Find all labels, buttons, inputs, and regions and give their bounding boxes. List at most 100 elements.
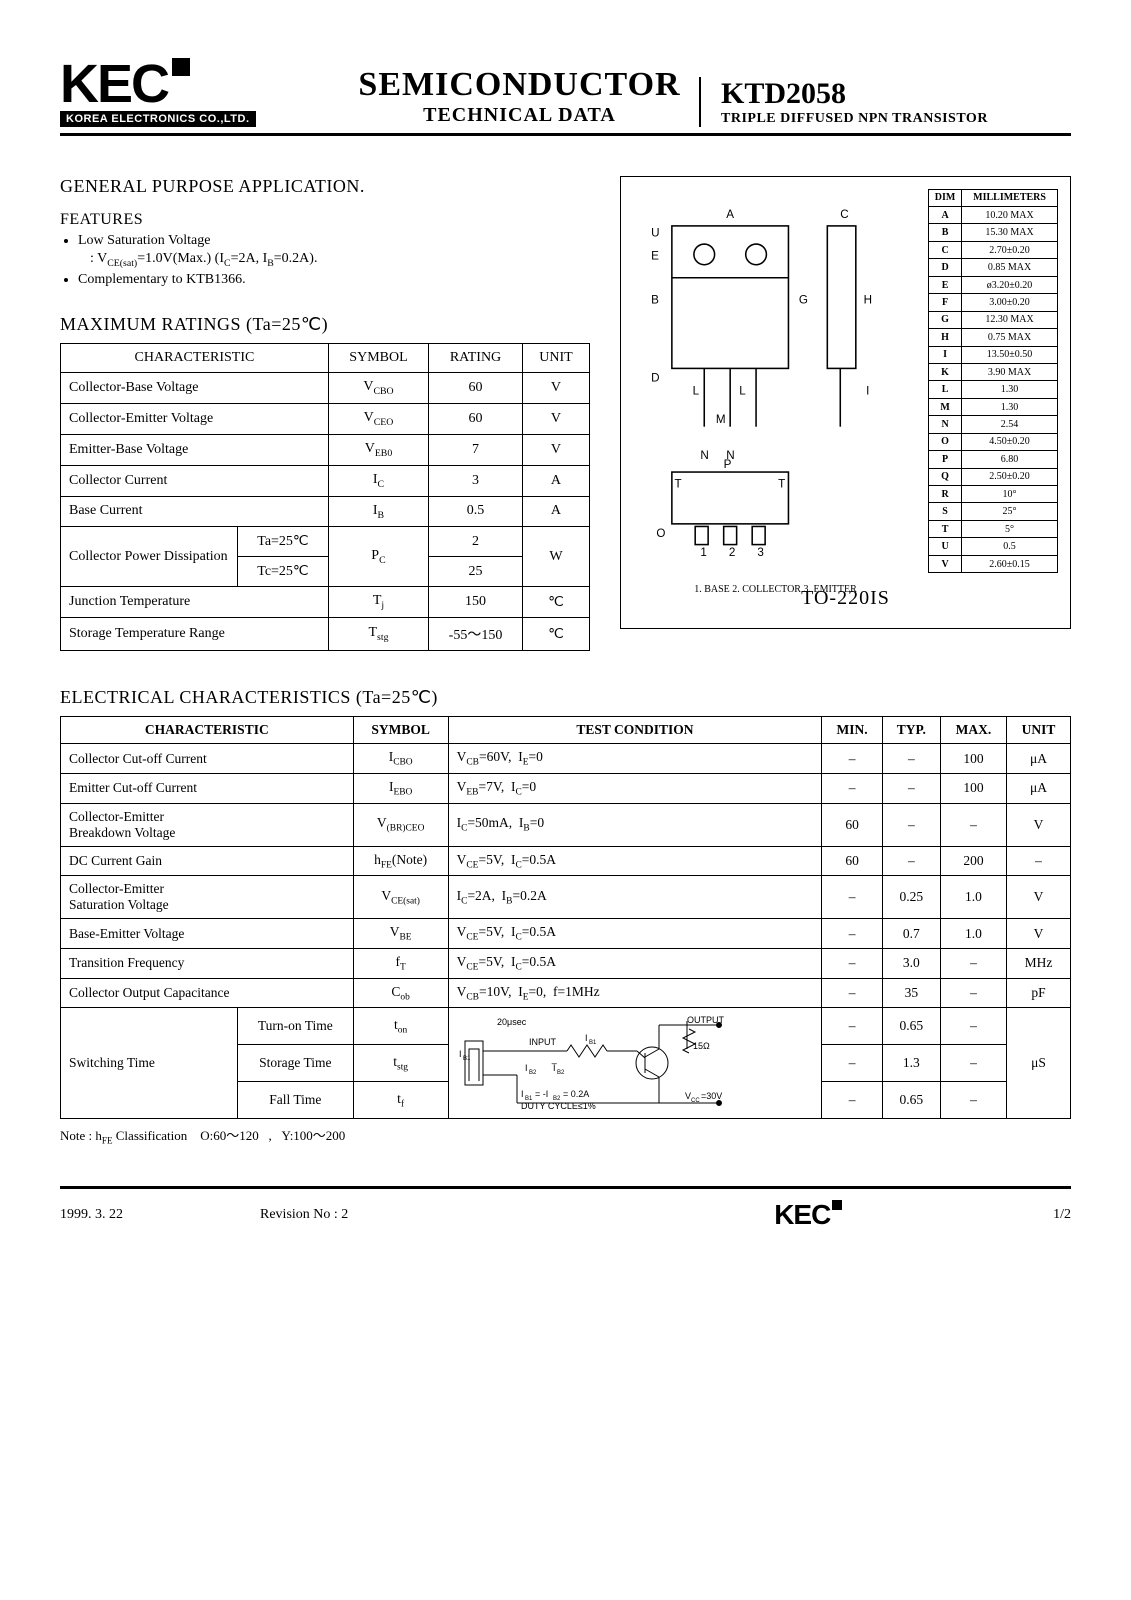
dim-row: N2.54: [929, 416, 1058, 433]
svg-text:I: I: [525, 1063, 528, 1073]
cell-rating: -55～150: [429, 618, 523, 651]
cell-char: Collector Output Capacitance: [61, 978, 354, 1008]
cell-typ: –: [882, 744, 940, 774]
table-head-row: CHARACTERISTIC SYMBOL TEST CONDITION MIN…: [61, 717, 1071, 744]
cell-unit: V: [1007, 876, 1071, 919]
svg-text:2: 2: [729, 546, 735, 559]
cell-sym: Tstg: [328, 618, 428, 651]
cell-sym: PC: [328, 527, 428, 587]
dim-key: V: [929, 555, 962, 573]
cell-char: Collector Current: [61, 465, 329, 496]
dim-row: A10.20 MAX: [929, 207, 1058, 224]
cell-char: Transition Frequency: [61, 948, 354, 978]
cell-char: Base Current: [61, 496, 329, 527]
cell-min: –: [822, 1045, 883, 1082]
application-title: GENERAL PURPOSE APPLICATION.: [60, 176, 590, 197]
cell-cond: VCE=5V, IC=0.5A: [448, 846, 822, 876]
cell-char: Switching Time: [61, 1008, 238, 1119]
svg-text:H: H: [864, 293, 872, 306]
cell-unit: V: [522, 434, 589, 465]
table-row: Emitter Cut-off Current IEBO VEB=7V, IC=…: [61, 773, 1071, 803]
dim-key: I: [929, 346, 962, 363]
cell-cond: IC=50mA, IB=0: [448, 803, 822, 846]
svg-text:U: U: [651, 226, 659, 239]
col-unit: UNIT: [522, 344, 589, 373]
cell-char: Collector-EmitterBreakdown Voltage: [61, 803, 354, 846]
cell-sym: ICBO: [353, 744, 448, 774]
cell-unit: V: [1007, 919, 1071, 949]
cell-sym: IB: [328, 496, 428, 527]
company-logo: KEC: [60, 60, 340, 109]
cell-max: –: [940, 1045, 1006, 1082]
cell-cond: VCE=5V, IC=0.5A: [448, 919, 822, 949]
col-symbol: SYMBOL: [353, 717, 448, 744]
cell-char: Storage Temperature Range: [61, 618, 329, 651]
dim-row: B15.30 MAX: [929, 224, 1058, 241]
svg-text:M: M: [716, 412, 726, 425]
dim-row: U0.5: [929, 538, 1058, 555]
cell-max: –: [940, 803, 1006, 846]
table-row: Collector-EmitterSaturation Voltage VCE(…: [61, 876, 1071, 919]
cell-cond: VCB=60V, IE=0: [448, 744, 822, 774]
cell-rating: 3: [429, 465, 523, 496]
svg-text:G: G: [799, 293, 808, 306]
col-characteristic: CHARACTERISTIC: [61, 717, 354, 744]
cell-sub-char: Turn-on Time: [238, 1008, 354, 1045]
cell-cond: VEB=7V, IC=0: [448, 773, 822, 803]
dim-value: 25°: [962, 503, 1058, 520]
svg-text:1: 1: [700, 546, 706, 559]
cell-sym: Tj: [328, 587, 428, 618]
cell-min: 60: [822, 803, 883, 846]
dim-key: N: [929, 416, 962, 433]
cell-rating: 60: [429, 373, 523, 404]
cell-unit: –: [1007, 846, 1071, 876]
dim-key: L: [929, 381, 962, 398]
cell-min: –: [822, 1008, 883, 1045]
cell-unit: A: [522, 465, 589, 496]
cell-sym: Cob: [353, 978, 448, 1008]
dim-row: T5°: [929, 520, 1058, 537]
dim-row: P6.80: [929, 451, 1058, 468]
logo-text: KEC: [60, 54, 168, 114]
col-condition: TEST CONDITION: [448, 717, 822, 744]
svg-text:B2: B2: [529, 1070, 537, 1076]
cell-unit: A: [522, 496, 589, 527]
features-title: FEATURES: [60, 211, 590, 229]
cell-typ: 3.0: [882, 948, 940, 978]
cell-max: 100: [940, 773, 1006, 803]
footer-logo-square-icon: [832, 1200, 842, 1210]
cell-rating: 150: [429, 587, 523, 618]
dim-key: H: [929, 329, 962, 346]
cell-char: Emitter-Base Voltage: [61, 434, 329, 465]
dim-row: S25°: [929, 503, 1058, 520]
cell-sym: tstg: [353, 1045, 448, 1082]
doc-title-2: TECHNICAL DATA: [340, 104, 699, 127]
dim-row: D0.85 MAX: [929, 259, 1058, 276]
table-row: Emitter-Base Voltage VEB0 7 V: [61, 434, 590, 465]
cell-char: Junction Temperature: [61, 587, 329, 618]
cell-rating: 2: [429, 527, 523, 557]
col-rating: RATING: [429, 344, 523, 373]
cell-rating: 60: [429, 404, 523, 435]
cell-min: –: [822, 978, 883, 1008]
svg-text:N: N: [700, 449, 708, 462]
footer: 1999. 3. 22 Revision No : 2 KEC 1/2: [60, 1186, 1071, 1231]
svg-text:C: C: [840, 208, 848, 221]
cell-char: Collector Cut-off Current: [61, 744, 354, 774]
dim-key: A: [929, 207, 962, 224]
doc-title-1: SEMICONDUCTOR: [340, 66, 699, 104]
cell-typ: 35: [882, 978, 940, 1008]
dim-head-mm: MILLIMETERS: [962, 189, 1058, 206]
ratings-table: CHARACTERISTIC SYMBOL RATING UNIT Collec…: [60, 343, 590, 651]
cell-max: –: [940, 1008, 1006, 1045]
footer-date: 1999. 3. 22: [60, 1207, 260, 1223]
svg-text:T: T: [778, 477, 785, 490]
cell-max: 100: [940, 744, 1006, 774]
svg-text:T: T: [674, 477, 681, 490]
hfe-note: Note : hFE Classification O:60～120 , Y:1…: [60, 1125, 1071, 1146]
cell-max: –: [940, 978, 1006, 1008]
cell-sub-char: Storage Time: [238, 1045, 354, 1082]
dim-value: 3.90 MAX: [962, 363, 1058, 380]
cell-unit: MHz: [1007, 948, 1071, 978]
cell-typ: 0.65: [882, 1008, 940, 1045]
